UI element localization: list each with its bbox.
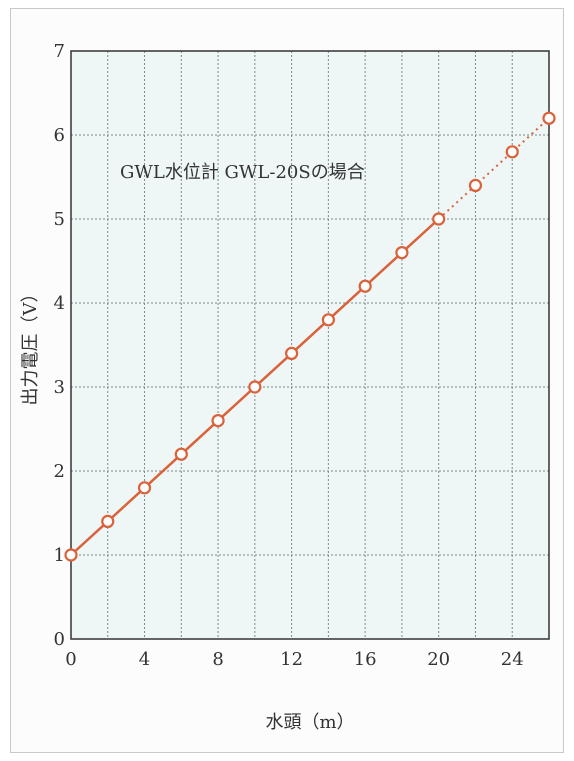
y-tick-label: 5 bbox=[54, 209, 65, 230]
y-tick-label: 3 bbox=[54, 377, 65, 398]
data-point bbox=[174, 447, 188, 461]
x-tick-label: 8 bbox=[212, 649, 223, 670]
y-tick-label: 0 bbox=[54, 629, 65, 650]
data-point bbox=[395, 246, 409, 260]
data-point bbox=[542, 111, 556, 125]
series-line-2 bbox=[438, 117, 550, 220]
data-point bbox=[505, 145, 519, 159]
data-point bbox=[101, 514, 115, 529]
data-point bbox=[468, 178, 483, 192]
y-tick-label: 2 bbox=[54, 461, 65, 482]
grid bbox=[71, 51, 549, 639]
data-point bbox=[137, 481, 152, 495]
x-tick-label: 4 bbox=[139, 649, 150, 670]
y-tick-label: 6 bbox=[54, 125, 65, 146]
x-axis-label: 水頭（m） bbox=[265, 712, 354, 733]
x-tick-label: 20 bbox=[427, 649, 450, 670]
data-point bbox=[358, 279, 372, 293]
y-axis-label: 出力電圧（V） bbox=[20, 285, 41, 406]
x-tick-label: 0 bbox=[65, 649, 76, 670]
data-point bbox=[211, 414, 225, 428]
data-point bbox=[285, 346, 299, 360]
data-point bbox=[64, 548, 78, 562]
data-point bbox=[321, 313, 335, 327]
x-tick-label: 16 bbox=[354, 649, 377, 670]
y-tick-label: 7 bbox=[54, 41, 65, 62]
data-point bbox=[432, 212, 446, 226]
y-tick-label: 1 bbox=[54, 545, 65, 566]
x-tick-label: 24 bbox=[501, 649, 524, 670]
data-point bbox=[248, 380, 262, 394]
chart-annotation: GWL水位計 GWL-20Sの場合 bbox=[120, 162, 365, 183]
axes bbox=[70, 50, 550, 640]
x-tick-label: 12 bbox=[280, 649, 303, 670]
series bbox=[64, 111, 556, 562]
plot-area bbox=[71, 51, 549, 639]
y-tick-label: 4 bbox=[54, 293, 65, 314]
plot-border bbox=[70, 50, 550, 640]
